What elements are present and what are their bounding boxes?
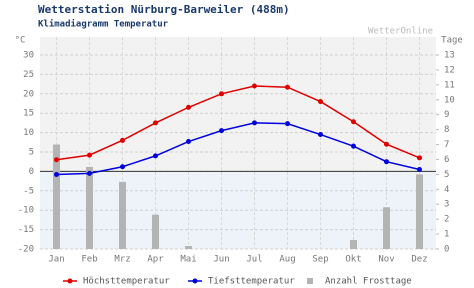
y2-tick-label: 12 [444,65,455,75]
bar [416,174,423,249]
point [120,137,125,143]
point [417,155,422,161]
point [252,120,257,126]
y2-axis-title: Tage [441,36,463,46]
point [87,170,92,176]
bar [53,144,60,249]
x-tick-label: Dez [411,255,427,265]
point [318,132,323,138]
y-tick-label: 10 [23,128,34,138]
x-tick-label: Mrz [114,255,130,265]
point [351,119,356,125]
y-tick-label: 20 [23,89,34,99]
point [186,139,191,145]
y-tick-label: -10 [18,206,34,216]
point [153,153,158,159]
y2-tick-label: 9 [444,110,449,120]
y-tick-label: 5 [29,148,34,158]
y2-tick-label: 1 [444,230,449,240]
legend-label: Höchsttemperatur [83,277,170,287]
y-tick-label: 0 [29,167,34,177]
plot-background [40,37,436,172]
x-tick-label: Apr [147,255,164,265]
y2-tick-label: 13 [444,51,455,61]
bar [86,166,93,249]
x-tick-label: Nov [378,255,394,265]
line [56,122,420,176]
x-tick-label: Okt [345,255,361,265]
point [153,120,158,126]
legend-label: Anzahl Frosttage [325,277,412,287]
y-axis-title: °C [15,36,26,46]
chart-title: Wetterstation Nürburg-Barweiler (488m) [38,3,290,16]
legend-swatch [192,278,198,284]
point [219,128,224,134]
y-tick-label: -5 [23,186,34,196]
y2-tick-label: 3 [444,200,449,210]
y-tick-label: 15 [23,109,34,119]
bar [350,240,357,249]
point [87,152,92,158]
point [318,99,323,105]
y2-tick-label: 5 [444,170,449,180]
point [384,141,389,147]
bar [152,214,159,249]
point [54,172,59,178]
x-tick-label: Jul [246,255,262,265]
point [285,84,290,90]
y-tick-label: -20 [18,245,34,255]
point [285,121,290,127]
y2-tick-label: 8 [444,125,449,135]
bar [185,246,192,249]
x-tick-label: Feb [81,255,97,265]
legend-swatch [67,278,73,284]
y2-tick-label: 11 [444,80,455,90]
point [252,83,257,89]
point [120,164,125,170]
point [54,157,59,163]
y2-tick-label: 2 [444,215,449,225]
x-tick-label: Mai [180,255,196,265]
point [417,166,422,172]
point [219,91,224,97]
legend-label: Tiefsttemperatur [208,277,295,287]
y-tick-label: -15 [18,225,34,235]
line [56,85,420,161]
y2-tick-label: 0 [444,245,449,255]
x-tick-label: Aug [279,255,295,265]
x-tick-label: Jan [48,255,64,265]
point [351,143,356,149]
source: WetterOnline [368,27,433,37]
y-tick-label: 25 [23,70,34,80]
y2-tick-label: 10 [444,95,455,105]
point [384,159,389,165]
y2-tick-label: 6 [444,155,449,165]
x-tick-label: Jun [213,255,229,265]
legend-swatch [307,278,313,284]
point [186,104,191,110]
x-tick-label: Sep [312,255,328,265]
chart-subtitle: Klimadiagramm Temperatur [38,19,169,30]
bar [383,207,390,249]
y2-tick-label: 7 [444,140,449,150]
y2-tick-label: 4 [444,185,449,195]
y-tick-label: 30 [23,51,34,61]
bar [119,181,126,249]
